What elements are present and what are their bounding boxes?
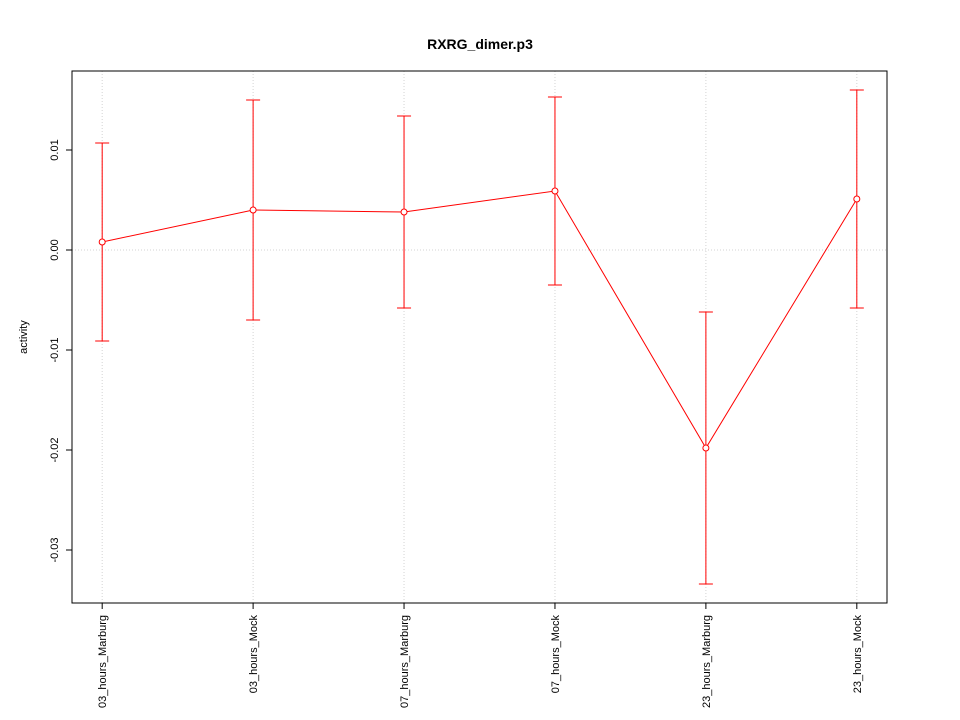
x-tick-label: 03_hours_Mock <box>248 615 260 694</box>
y-axis-label: activity <box>18 320 30 354</box>
x-tick-label: 23_hours_Marburg <box>701 615 713 708</box>
data-point <box>249 206 257 214</box>
y-tick-label: -0.01 <box>49 337 61 362</box>
x-tick-label: 07_hours_Mock <box>550 615 562 694</box>
x-tick-label: 23_hours_Mock <box>852 615 864 694</box>
y-tick-label: 0.01 <box>49 139 61 160</box>
x-tick-label: 03_hours_Marburg <box>97 615 109 708</box>
x-tick-label: 07_hours_Marburg <box>399 615 411 708</box>
data-line <box>102 190 858 449</box>
data-point <box>853 195 861 203</box>
y-tick-label: -0.02 <box>49 437 61 462</box>
plot-frame <box>71 70 888 604</box>
data-point <box>551 187 559 195</box>
data-point <box>98 238 106 246</box>
y-tick-label: 0.00 <box>49 239 61 260</box>
data-point <box>702 444 710 452</box>
y-tick-label: -0.03 <box>49 537 61 562</box>
data-point <box>400 208 408 216</box>
chart-title: RXRG_dimer.p3 <box>427 36 533 52</box>
